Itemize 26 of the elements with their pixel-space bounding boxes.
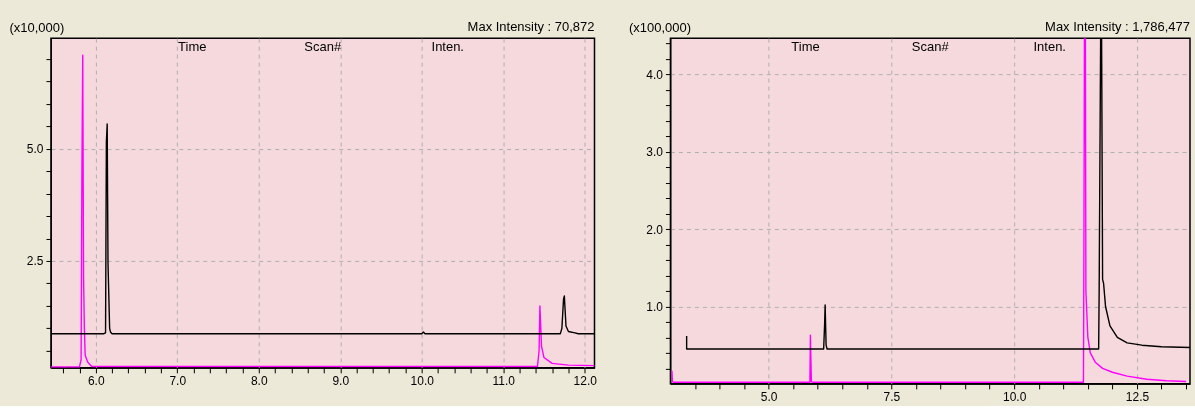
y-tick-label: 4.0 [646, 67, 664, 82]
y-tick-label: 3.0 [646, 145, 664, 160]
y-axis-title: (x10,000) [9, 19, 65, 35]
y-axis-title: (x100,000) [628, 19, 691, 35]
text: Max Intensity : 70,872 [467, 19, 595, 35]
x-tick-label: 7.5 [883, 390, 901, 405]
annotation: Scan# [911, 39, 950, 55]
annotation: Inten. [1033, 39, 1066, 55]
annotation: Time [178, 39, 207, 55]
x-tick-label: 8.0 [250, 374, 268, 389]
x-tick-label: 6.0 [87, 374, 105, 389]
y-tick-label: 2.5 [26, 254, 44, 269]
text: Max Intensity : 1,786,477 [1045, 19, 1190, 35]
annotation: Time [791, 39, 820, 55]
y-tick-label: 1.0 [646, 300, 664, 314]
x-tick-label: 11.0 [492, 374, 516, 389]
x-tick-label: 5.0 [760, 390, 778, 405]
x-tick-label: 10.0 [410, 374, 435, 389]
x-tick-label: 7.0 [169, 374, 187, 389]
x-tick-label: 10.0 [1003, 390, 1027, 405]
annotation: Inten. [431, 39, 464, 55]
x-tick-label: 12.5 [1125, 390, 1150, 405]
y-tick-label: 2.0 [646, 222, 664, 237]
x-tick-label: 12.0 [573, 374, 598, 389]
x-tick-label: 9.0 [332, 374, 350, 389]
annotation: Scan# [304, 39, 342, 55]
